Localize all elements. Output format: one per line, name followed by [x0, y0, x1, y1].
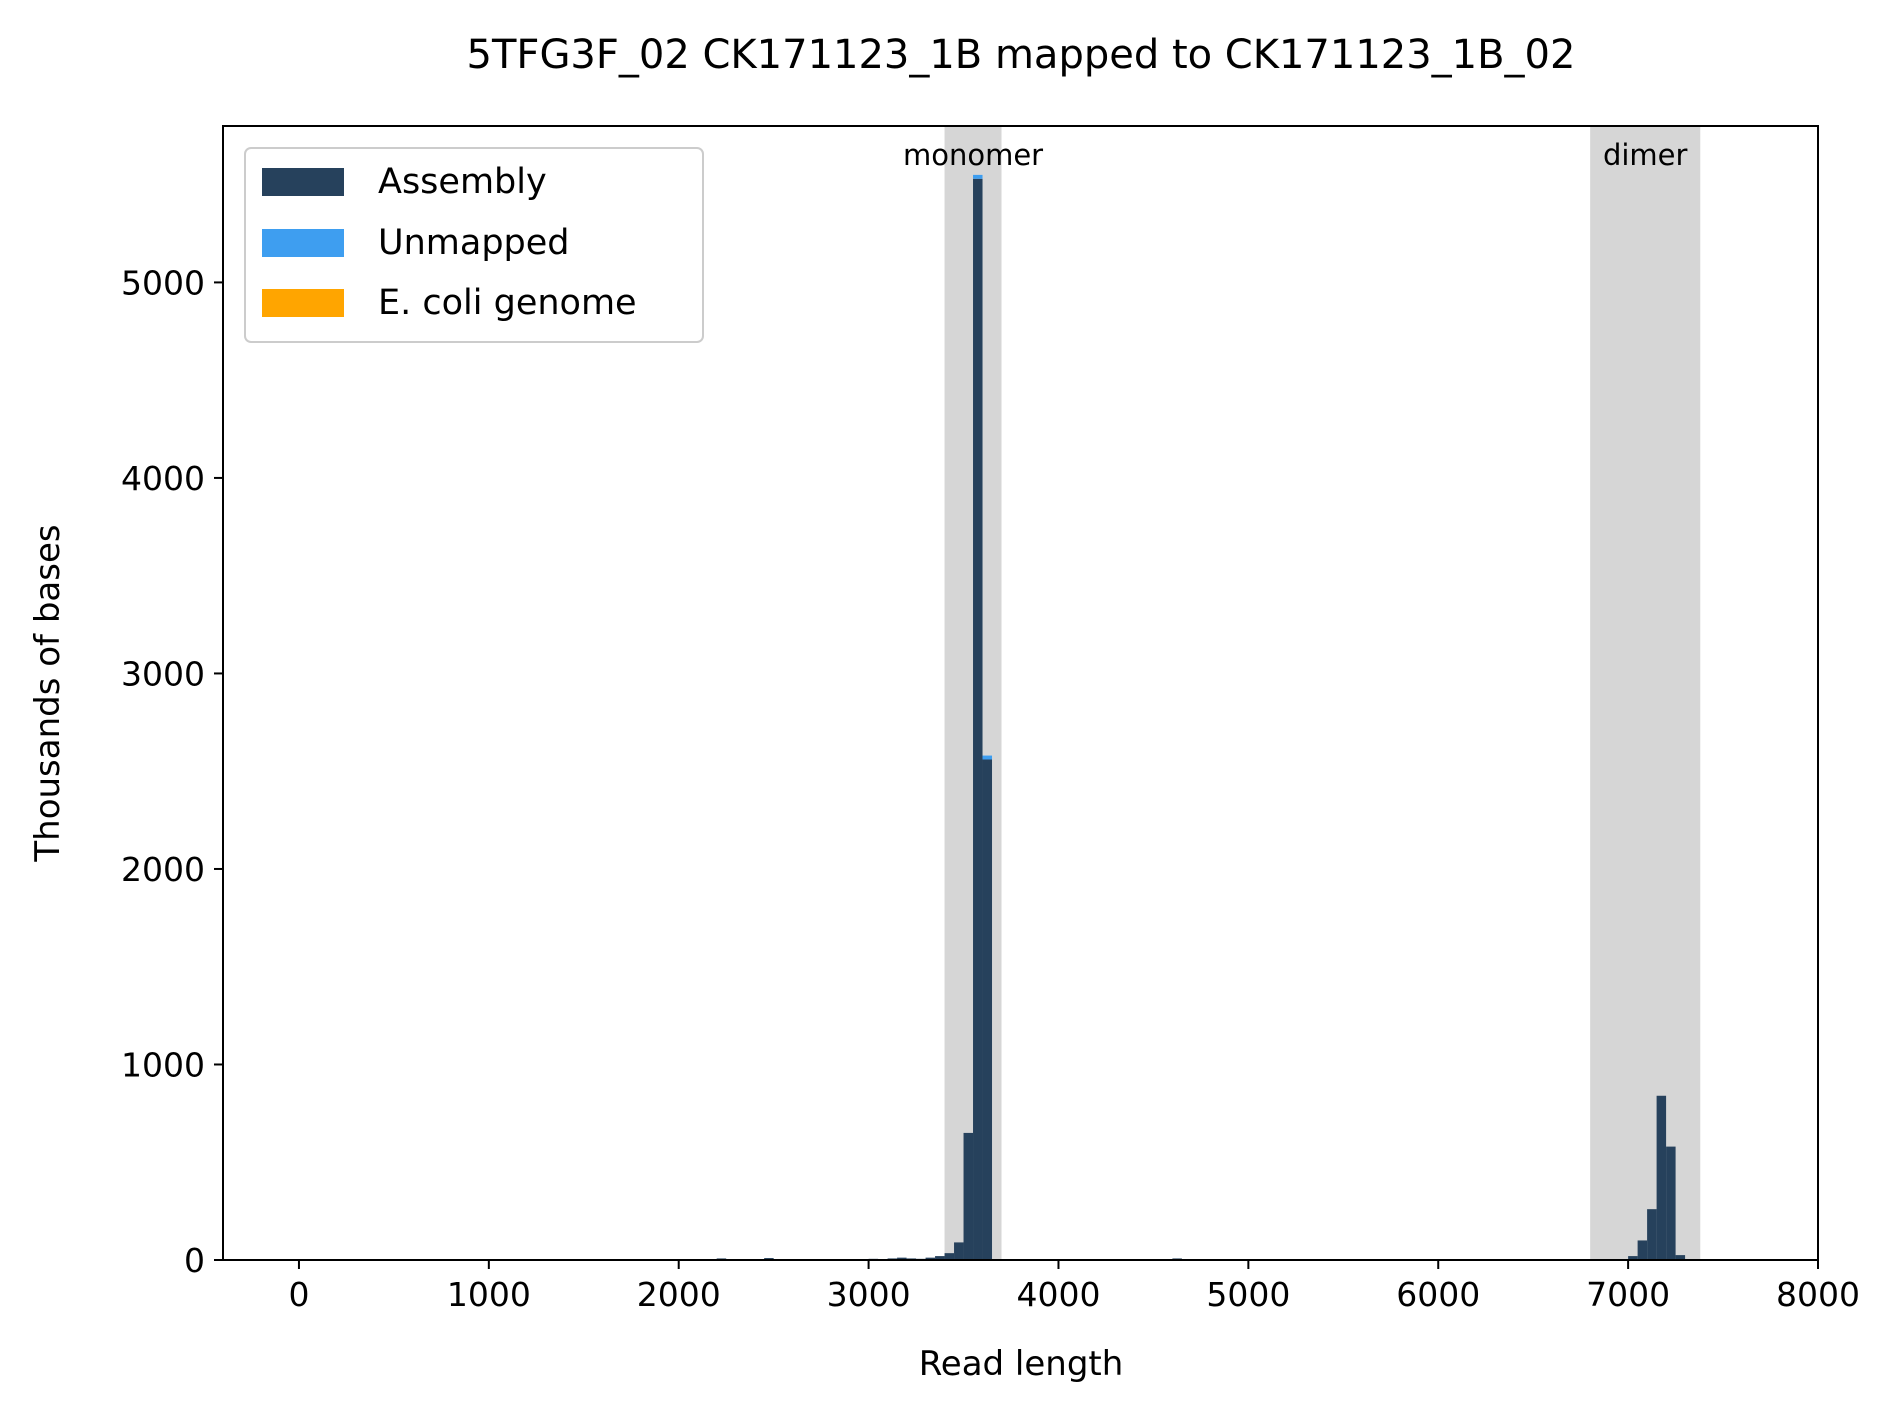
legend-swatch-e-coli-genome: [262, 289, 344, 317]
bar-assembly-3300: [925, 1257, 936, 1260]
legend-swatch-assembly: [262, 168, 344, 196]
bar-assembly-3150: [897, 1257, 907, 1260]
chart-title: 5TFG3F_02 CK171123_1B mapped to CK171123…: [467, 32, 1576, 78]
y-tick-label: 1000: [121, 1045, 205, 1084]
y-tick-label: 3000: [121, 654, 205, 693]
bar-assembly-7100: [1647, 1209, 1657, 1260]
x-tick-label: 3000: [827, 1275, 911, 1314]
bar-assembly-7200: [1666, 1146, 1676, 1260]
x-tick-label: 8000: [1776, 1275, 1860, 1314]
y-axis-label: Thousands of bases: [28, 524, 68, 862]
y-axis-ticks: 0 1000 2000 3000 4000 5000: [121, 263, 223, 1280]
x-tick-label: 5000: [1206, 1275, 1290, 1314]
region-label-dimer: dimer: [1603, 138, 1688, 172]
bar-assembly-3600: [982, 759, 993, 1260]
bar-assembly-7050: [1637, 1240, 1648, 1260]
x-tick-label: 4000: [1016, 1275, 1100, 1314]
x-axis-label: Read length: [919, 1344, 1124, 1384]
histogram-bars: [716, 174, 1686, 1260]
legend-label-e-coli-genome: E. coli genome: [378, 283, 637, 323]
legend: Assembly Unmapped E. coli genome: [244, 147, 704, 343]
x-tick-label: 2000: [637, 1275, 721, 1314]
bar-assembly-3550: [973, 178, 983, 1260]
bar-assembly-3350: [935, 1256, 945, 1260]
legend-frame: [244, 147, 704, 343]
bar-assembly-3450: [954, 1242, 964, 1260]
x-tick-label: 7000: [1586, 1275, 1670, 1314]
bar-assembly-7150: [1656, 1095, 1667, 1260]
shaded-region-dimer: [1590, 126, 1701, 1260]
y-tick-label: 2000: [121, 850, 205, 889]
bar-assembly-3400: [944, 1253, 955, 1260]
x-tick-label: 1000: [447, 1275, 531, 1314]
legend-swatch-unmapped: [262, 229, 344, 257]
y-tick-label: 0: [184, 1241, 205, 1280]
y-tick-label: 5000: [121, 263, 205, 302]
plot-frame: [222, 125, 1819, 1261]
x-tick-label: 0: [288, 1275, 309, 1314]
bar-assembly-7250: [1675, 1255, 1686, 1260]
y-tick-label: 4000: [121, 459, 205, 498]
legend-label-assembly: Assembly: [378, 162, 547, 202]
x-tick-label: 6000: [1396, 1275, 1480, 1314]
bar-unmapped-3550: [973, 174, 983, 179]
legend-label-unmapped: Unmapped: [378, 223, 570, 263]
x-axis-ticks: 0 1000 2000 3000 4000 5000 6000 7000 8000: [288, 1260, 1860, 1314]
bar-assembly-7000: [1628, 1256, 1638, 1260]
bar-unmapped-3600: [982, 755, 993, 760]
region-label-monomer: monomer: [903, 138, 1043, 172]
bar-assembly-3500: [963, 1132, 974, 1260]
